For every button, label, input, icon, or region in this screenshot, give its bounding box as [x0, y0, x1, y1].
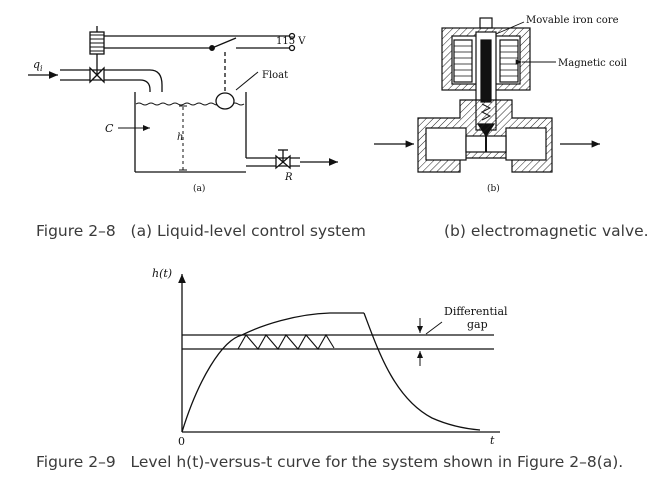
figure-2-8b-caption: (b) electromagnetic valve.: [444, 222, 649, 240]
movable-core-label: Movable iron core: [526, 15, 619, 26]
resistance-label: R: [284, 172, 293, 183]
caption-number: Figure 2–8: [36, 222, 116, 240]
figure-2-8a-liquid-level-system: [18, 8, 348, 198]
caption-number: Figure 2–9: [36, 453, 116, 471]
movable-iron-core: [480, 39, 492, 103]
float-label: Float: [262, 70, 288, 81]
x-axis-label: t: [490, 434, 495, 447]
caption-text: Level h(t)-versus-t curve for the system…: [130, 453, 624, 471]
panel-b-label: (b): [487, 183, 500, 194]
magnetic-coil-left: [453, 39, 473, 83]
rise-curve: [181, 312, 364, 433]
panel-a-label: (a): [193, 183, 205, 194]
input-flow-label: qi: [33, 58, 43, 73]
decay-curve: [363, 312, 481, 431]
figure-2-9-caption: Figure 2–9 Level h(t)-versus-t curve for…: [36, 453, 623, 471]
figure-2-9-level-curve: [143, 265, 521, 445]
figure-2-8b-electromagnetic-valve: [370, 8, 642, 198]
caption-part-a: (a) Liquid-level control system: [130, 222, 366, 240]
gap-label-line1: Differential: [444, 305, 508, 318]
y-axis-label: h(t): [152, 267, 172, 280]
magnetic-coil-label: Magnetic coil: [558, 58, 627, 69]
gap-label-line2: gap: [467, 318, 488, 331]
float-ball: [215, 92, 235, 110]
voltage-label: 115 V: [276, 36, 306, 47]
capacitance-label: C: [105, 122, 114, 135]
figure-2-8-caption: Figure 2–8 (a) Liquid-level control syst…: [36, 222, 366, 240]
origin-label: 0: [178, 435, 185, 448]
height-label: h: [177, 132, 183, 143]
